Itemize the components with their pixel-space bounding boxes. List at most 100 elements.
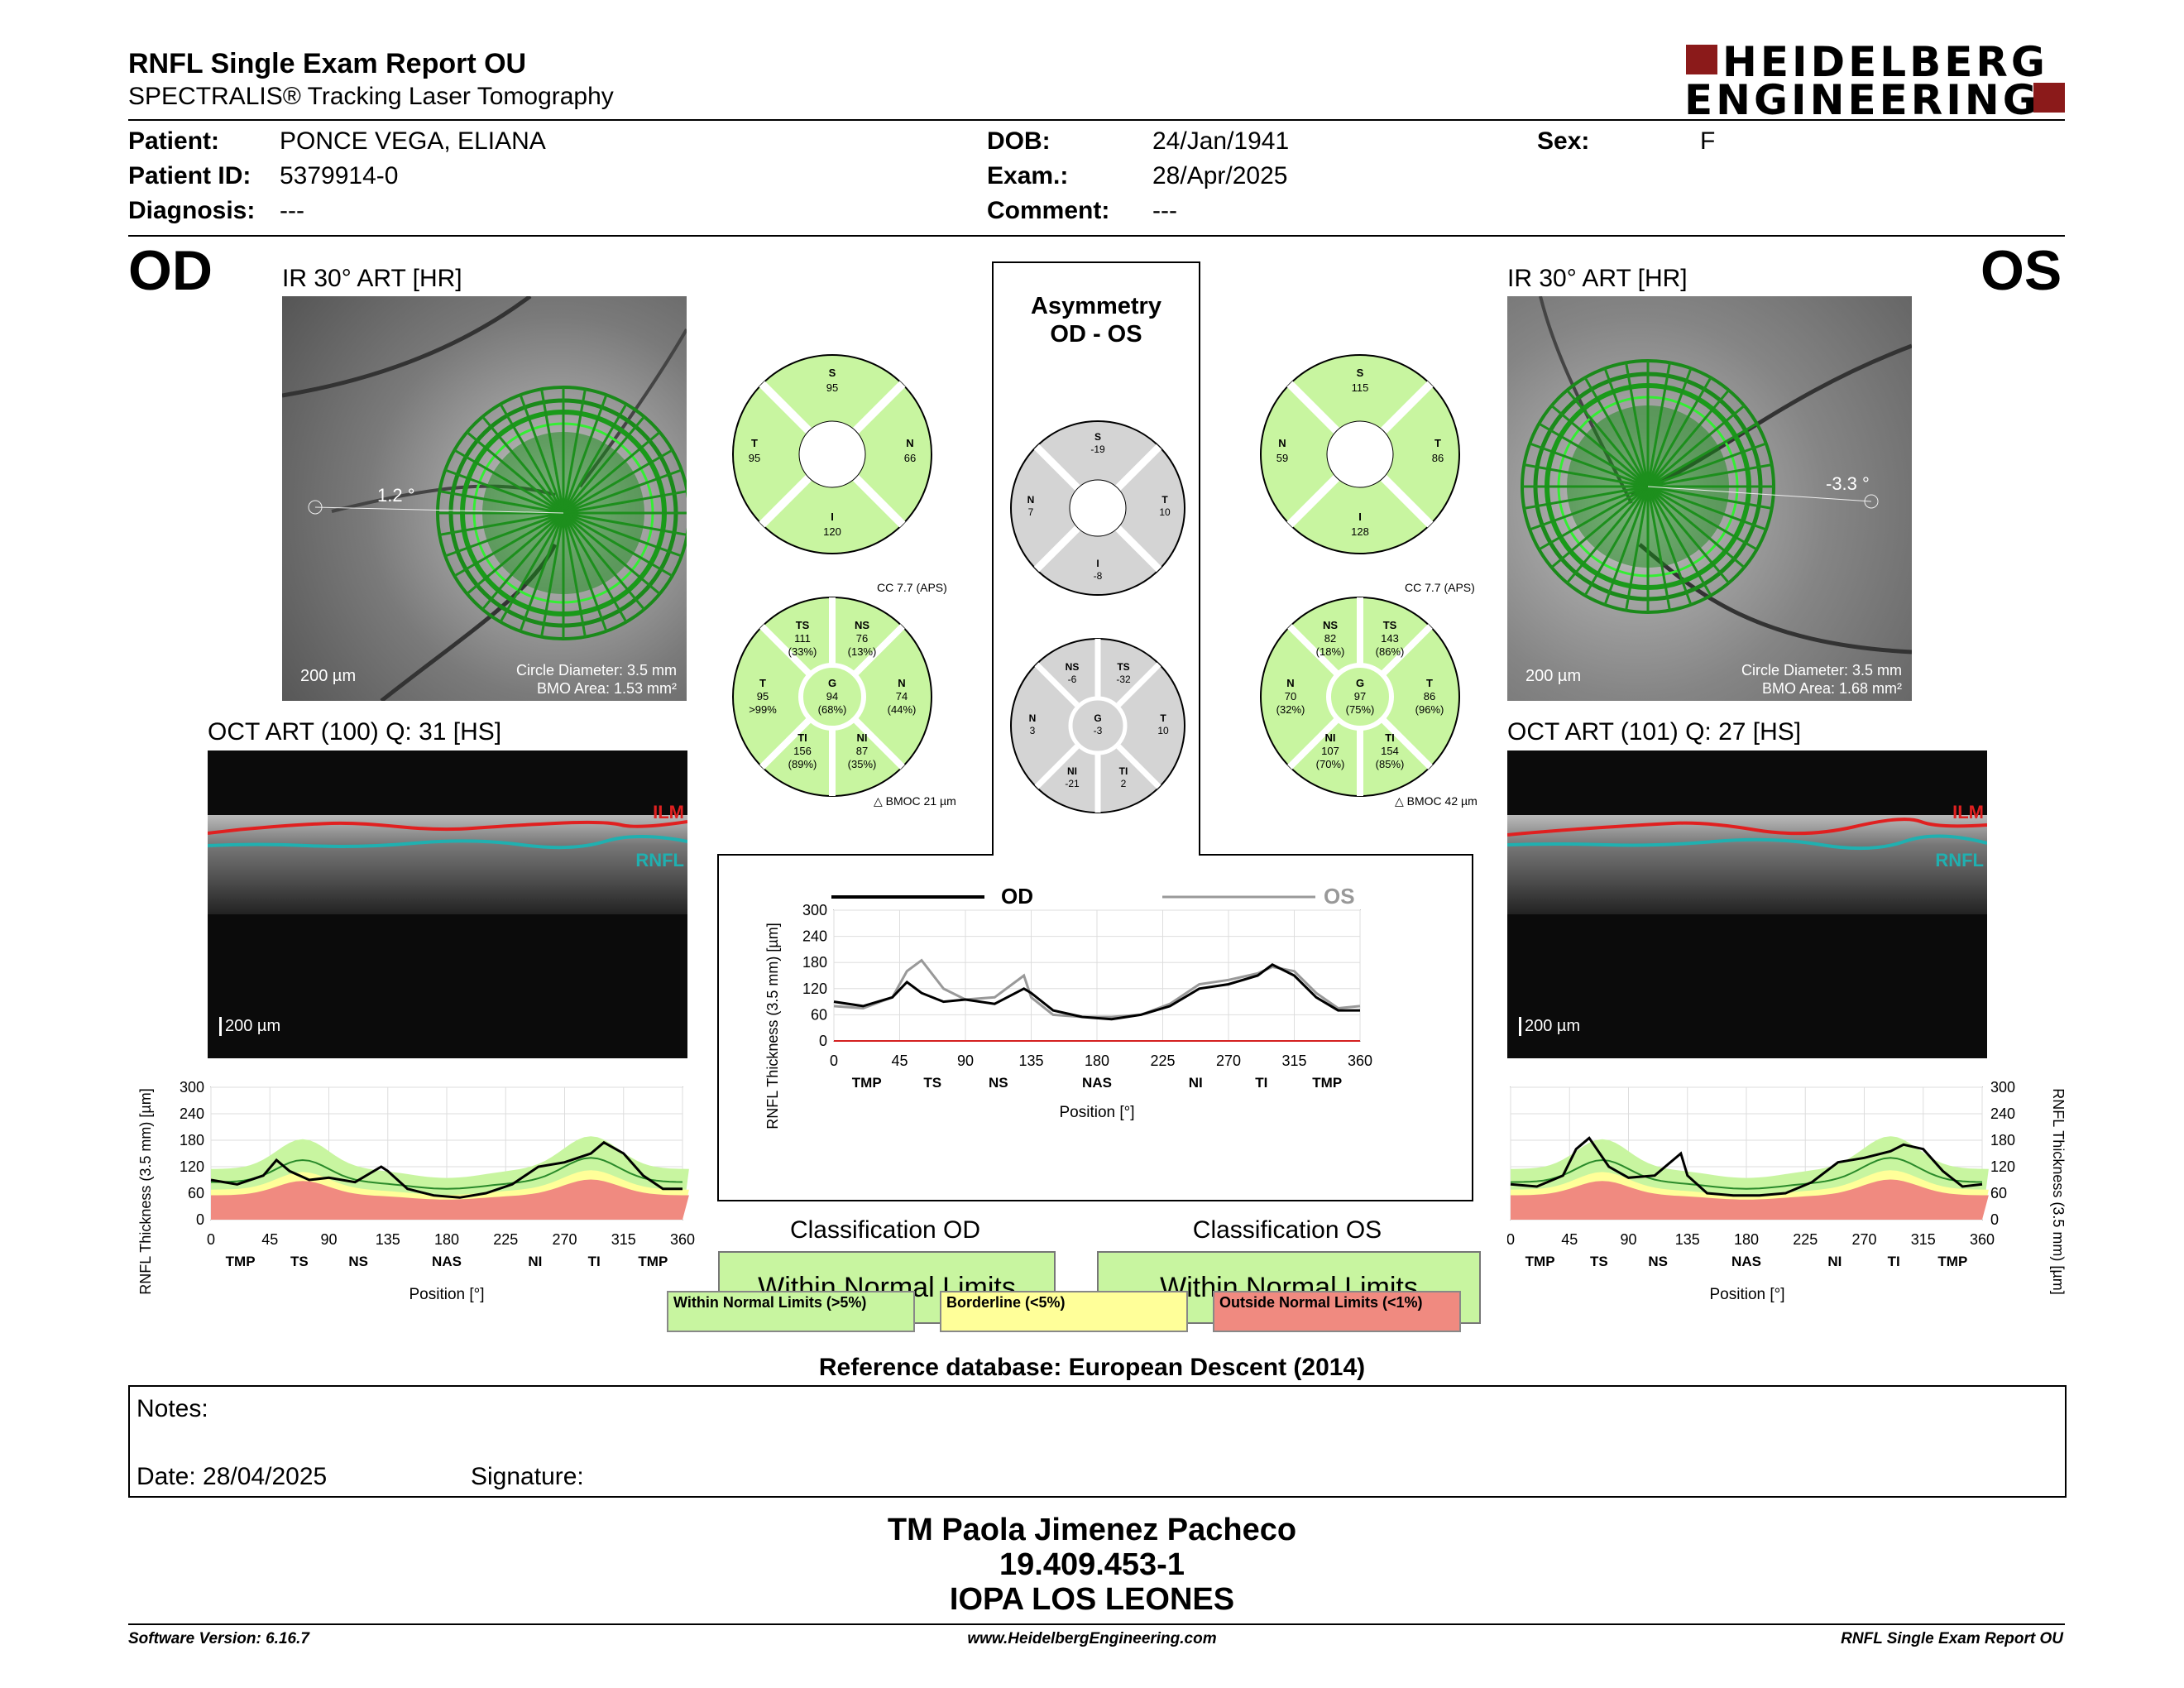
asymmetry-title: Asymmetry: [1031, 293, 1161, 319]
x-tick-label: 45: [261, 1231, 278, 1248]
sector-label: TMP: [1937, 1254, 1967, 1269]
od-oct-title: OCT ART (100) Q: 31 [HS]: [208, 718, 502, 746]
os-s6-n-pct: (32%): [1276, 703, 1305, 716]
scan-spoke: [563, 511, 673, 578]
scan-spoke: [1647, 442, 1767, 488]
scan-spoke: [444, 511, 564, 558]
od-s4-i-value: 120: [823, 525, 841, 538]
x-tick-label: 180: [1085, 1053, 1109, 1069]
sector-label: TS: [923, 1075, 941, 1091]
od-ir-fundus-image: 1.2 ° 200 µm Circle Diameter: 3.5 mm BMO…: [282, 296, 687, 701]
asym-s6-ts-label: TS: [1117, 661, 1129, 673]
os-s6-g-pct: (75%): [1346, 703, 1375, 716]
scan-spoke: [540, 389, 565, 514]
y-tick-label: 180: [1990, 1132, 2015, 1149]
os-s6-t-pct: (96%): [1415, 703, 1444, 716]
os-oct-bscan: ILM RNFL 200 µm: [1507, 750, 1987, 1058]
x-tick-label: 0: [1507, 1231, 1515, 1248]
os-legend-text: OS: [1324, 884, 1355, 909]
x-tick-label: 360: [670, 1231, 695, 1248]
x-tick-label: 90: [957, 1053, 974, 1069]
exam-value: 28/Apr/2025: [1152, 162, 1288, 189]
od-s6-n-pct: (44%): [888, 703, 917, 716]
x-tick-label: 0: [207, 1231, 215, 1248]
asym-s4-i-label: I: [1096, 558, 1099, 569]
od-s4-n-value: 66: [904, 452, 916, 464]
scan-spoke: [453, 448, 564, 515]
asym-s4-s-label: S: [1094, 431, 1101, 443]
patient-divider: [128, 235, 2065, 237]
scan-spoke: [453, 511, 564, 578]
logo-square-top: [1686, 45, 1717, 74]
exam-label: Exam.:: [987, 162, 1069, 189]
os-ir-fundus-image: -3.3 ° 200 µm Circle Diameter: 3.5 mm BM…: [1507, 296, 1912, 701]
scan-spoke: [1538, 485, 1649, 551]
scan-spoke: [481, 512, 565, 611]
od-s6-ni-label: NI: [857, 731, 868, 744]
od-bmo-area: BMO Area: 1.53 mm²: [536, 680, 677, 697]
y-tick-label: 180: [180, 1132, 204, 1149]
od-bmoc-label: △ BMOC 21 µm: [874, 794, 956, 808]
asym-s6-g-label: G: [1094, 712, 1101, 724]
od-mean-line: [210, 1157, 683, 1190]
legend-outside: Outside Normal Limits (<1%): [1213, 1291, 1461, 1332]
asym-s6-ni-value: -21: [1065, 778, 1080, 789]
os-s6-g-value: 97: [1354, 690, 1366, 703]
scan-spoke: [563, 511, 661, 595]
scan-spoke: [1524, 485, 1649, 510]
diagnosis-label: Diagnosis:: [128, 197, 256, 224]
y-tick-label: 240: [802, 928, 827, 945]
scan-spoke: [519, 394, 565, 514]
asym-s6-ts-value: -32: [1116, 674, 1131, 685]
center-y-ticks: 0 60 120 180 240 300: [802, 902, 827, 1049]
od-ir-scale: 200 µm: [300, 667, 357, 685]
asym-s6-ns-label: NS: [1066, 661, 1080, 673]
od-s6-ti-label: TI: [797, 731, 807, 744]
od-y-ticks: 0 60 120 180 240 300: [180, 1079, 204, 1228]
os-ylabel: RNFL Thickness (3.5 mm) [µm]: [2050, 1088, 2067, 1294]
x-tick-label: 315: [1281, 1053, 1306, 1069]
os-s6-ns-pct: (18%): [1316, 645, 1345, 658]
os-s6-ni-pct: (70%): [1316, 758, 1345, 770]
scan-spoke: [444, 468, 564, 515]
sector-label: NS: [348, 1254, 368, 1269]
x-tick-label: 135: [376, 1231, 400, 1248]
od-ylabel: RNFL Thickness (3.5 mm) [µm]: [137, 1088, 154, 1294]
footer-report-name: RNFL Single Exam Report OU: [1841, 1630, 2063, 1647]
scan-spoke: [1646, 486, 1671, 611]
scan-spoke: [562, 512, 608, 632]
patient-id: 5379914-0: [280, 162, 399, 189]
x-tick-label: 135: [1675, 1231, 1700, 1248]
od-s6-g-label: G: [828, 677, 836, 689]
x-tick-label: 135: [1018, 1053, 1043, 1069]
sector-label: TI: [1888, 1254, 1900, 1269]
scan-spoke: [1529, 485, 1649, 531]
os-bmo-area: BMO Area: 1.68 mm²: [1761, 680, 1902, 697]
y-tick-label: 0: [1990, 1211, 1999, 1228]
asym-s4-n-label: N: [1027, 494, 1035, 506]
od-oct-bscan: ILM RNFL 200 µm: [208, 750, 687, 1058]
sector-label: TMP: [1525, 1254, 1555, 1269]
os-oct-scale: 200 µm: [1519, 1017, 1580, 1036]
scan-spoke: [1625, 362, 1650, 487]
legend-normal: Within Normal Limits (>5%): [667, 1291, 915, 1332]
os-s6-g-label: G: [1356, 677, 1364, 689]
asymmetry-subtitle: OD - OS: [1050, 321, 1142, 348]
scan-spoke: [563, 511, 682, 558]
scan-spoke: [1647, 485, 1758, 551]
legend-borderline: Borderline (<5%): [940, 1291, 1188, 1332]
os-oct-title: OCT ART (101) Q: 27 [HS]: [1507, 718, 1802, 746]
sector-label: NI: [1827, 1254, 1842, 1269]
os-s6-ts-pct: (86%): [1376, 645, 1405, 658]
sector-label: TMP: [1312, 1075, 1342, 1091]
scan-spoke: [1647, 422, 1758, 488]
scan-spoke: [1603, 486, 1650, 606]
asym-s4-t-label: T: [1161, 494, 1168, 506]
y-tick-label: 60: [188, 1185, 204, 1201]
footer-website[interactable]: www.HeidelbergEngineering.com: [967, 1630, 1217, 1647]
os-sector-labels: TMP TS NS NAS NI TI TMP: [1525, 1254, 1968, 1269]
sector-label: TI: [1255, 1075, 1267, 1091]
os-s6-ts-label: TS: [1383, 619, 1397, 631]
asym-s6-t-value: 10: [1157, 725, 1169, 736]
scan-spoke: [1647, 485, 1767, 531]
